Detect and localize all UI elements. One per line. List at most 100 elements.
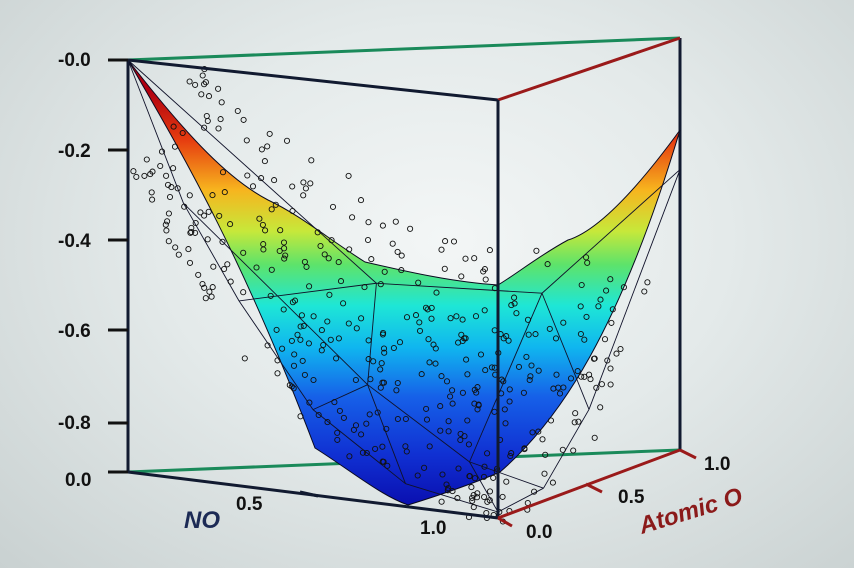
- sample-point: [202, 79, 209, 86]
- sample-point: [256, 215, 263, 222]
- sample-point: [205, 208, 212, 215]
- sample-point: [607, 381, 614, 388]
- sample-point: [437, 403, 444, 410]
- sample-point: [578, 373, 585, 380]
- sample-point: [520, 389, 527, 396]
- mesh-edge-6: [543, 409, 590, 489]
- sample-point: [294, 331, 301, 338]
- sample-point: [216, 212, 223, 219]
- sample-point: [345, 320, 352, 327]
- sample-point: [402, 415, 409, 423]
- sample-point: [595, 303, 602, 310]
- sample-point: [422, 304, 430, 311]
- sample-point: [243, 137, 250, 144]
- sample-point: [268, 266, 275, 273]
- sample-point: [541, 470, 548, 477]
- sample-point: [289, 207, 296, 215]
- sample-point: [449, 400, 456, 407]
- sample-point: [511, 294, 518, 301]
- sample-point: [201, 124, 208, 131]
- sample-point: [490, 474, 497, 481]
- sample-point: [280, 239, 288, 246]
- sample-point: [412, 312, 420, 319]
- sample-point: [445, 418, 452, 425]
- sample-point: [244, 172, 251, 179]
- box-edge-top-front-left: [127, 58, 499, 102]
- sample-point: [524, 316, 532, 323]
- sample-point: [453, 313, 460, 320]
- sample-point: [363, 449, 370, 457]
- sample-point: [482, 276, 489, 283]
- sample-point: [593, 384, 600, 391]
- sample-point: [511, 300, 518, 307]
- sample-point: [335, 335, 342, 342]
- sample-point: [383, 425, 390, 432]
- sample-point: [477, 351, 485, 358]
- sample-point: [458, 273, 465, 280]
- sample-point: [279, 345, 286, 352]
- sample-point: [394, 415, 401, 423]
- sample-point: [282, 252, 289, 259]
- sample-point: [443, 481, 450, 488]
- sample-point: [500, 378, 507, 385]
- sample-point: [468, 484, 475, 491]
- z-axis: -0.0 -0.2 -0.4 -0.6 -0.8: [58, 50, 128, 434]
- sample-point: [613, 350, 620, 357]
- sample-point: [306, 283, 313, 290]
- sample-point: [620, 284, 627, 291]
- atomic-o-tick-label-2: 1.0: [704, 454, 730, 475]
- sample-point: [644, 279, 651, 286]
- sample-point: [544, 261, 551, 268]
- sample-point: [334, 429, 341, 436]
- sample-point: [276, 247, 283, 255]
- sample-point: [590, 355, 598, 362]
- z-tick-label-1: -0.2: [58, 141, 91, 162]
- sample-point: [396, 339, 404, 346]
- sample-point: [329, 203, 337, 210]
- sample-point: [326, 291, 333, 298]
- sample-point: [149, 196, 156, 203]
- sample-point: [481, 493, 488, 501]
- sample-point: [365, 219, 372, 226]
- sample-point: [217, 116, 224, 123]
- mesh-edge-14: [367, 384, 470, 463]
- sample-point: [481, 307, 488, 314]
- sample-point: [423, 405, 430, 412]
- sample-point: [300, 192, 307, 199]
- sample-point: [416, 319, 423, 326]
- sample-point: [423, 416, 431, 423]
- sample-point: [171, 143, 179, 150]
- sample-point: [310, 313, 317, 320]
- sample-point: [291, 351, 298, 358]
- sample-point: [542, 451, 549, 458]
- mesh-edge-13: [312, 384, 368, 411]
- sample-point: [426, 443, 433, 450]
- sample-point: [202, 295, 209, 302]
- sample-point: [584, 259, 591, 266]
- sample-point: [175, 251, 182, 258]
- sample-point: [570, 447, 577, 454]
- sample-point: [141, 172, 148, 179]
- sample-point: [445, 428, 452, 435]
- atomic-o-tick-2: [679, 448, 697, 460]
- sample-point: [577, 330, 584, 338]
- sample-point: [380, 329, 387, 337]
- sample-point: [318, 327, 325, 334]
- sample-point: [463, 356, 470, 363]
- sample-point: [305, 340, 312, 347]
- sample-point: [601, 336, 609, 343]
- sample-point: [466, 473, 473, 480]
- sample-point: [346, 246, 353, 253]
- sample-point: [546, 325, 553, 332]
- sample-point: [503, 478, 510, 485]
- sample-point: [208, 293, 215, 300]
- sample-point: [553, 371, 560, 378]
- sample-point: [227, 278, 234, 285]
- sample-point: [587, 376, 594, 383]
- no-tick-label-1: 0.5: [236, 494, 263, 515]
- sample-point: [442, 238, 449, 245]
- sample-point: [204, 117, 211, 125]
- sample-point: [471, 400, 478, 407]
- sample-point: [352, 376, 359, 384]
- sample-point: [205, 93, 213, 100]
